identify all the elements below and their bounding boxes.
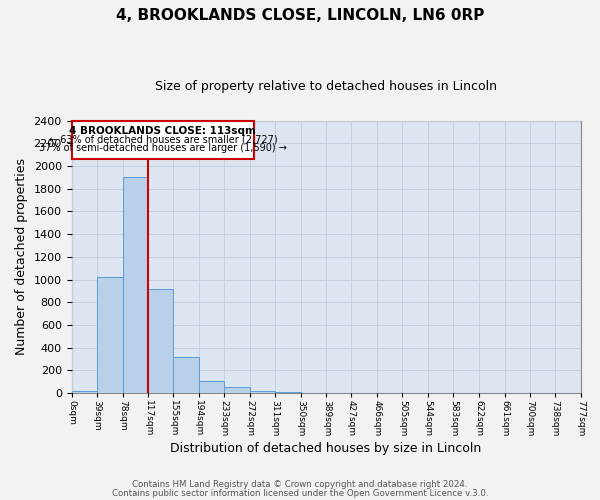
FancyBboxPatch shape [72, 121, 254, 158]
Bar [199, 381, 224, 393]
Text: 37% of semi-detached houses are larger (1,590) →: 37% of semi-detached houses are larger (… [39, 142, 287, 152]
Text: 4 BROOKLANDS CLOSE: 113sqm: 4 BROOKLANDS CLOSE: 113sqm [70, 126, 256, 136]
Text: Contains public sector information licensed under the Open Government Licence v.: Contains public sector information licen… [112, 488, 488, 498]
Text: ← 63% of detached houses are smaller (2,727): ← 63% of detached houses are smaller (2,… [49, 134, 277, 144]
Text: Contains HM Land Registry data © Crown copyright and database right 2024.: Contains HM Land Registry data © Crown c… [132, 480, 468, 489]
Title: Size of property relative to detached houses in Lincoln: Size of property relative to detached ho… [155, 80, 497, 93]
Y-axis label: Number of detached properties: Number of detached properties [15, 158, 28, 356]
Bar [148, 288, 173, 393]
X-axis label: Distribution of detached houses by size in Lincoln: Distribution of detached houses by size … [170, 442, 482, 455]
Bar [224, 388, 250, 393]
Bar [250, 391, 275, 393]
Text: 4, BROOKLANDS CLOSE, LINCOLN, LN6 0RP: 4, BROOKLANDS CLOSE, LINCOLN, LN6 0RP [116, 8, 484, 22]
Bar [275, 392, 301, 393]
Bar [71, 391, 97, 393]
Bar [122, 178, 148, 393]
Bar [173, 357, 199, 393]
Bar [97, 278, 122, 393]
